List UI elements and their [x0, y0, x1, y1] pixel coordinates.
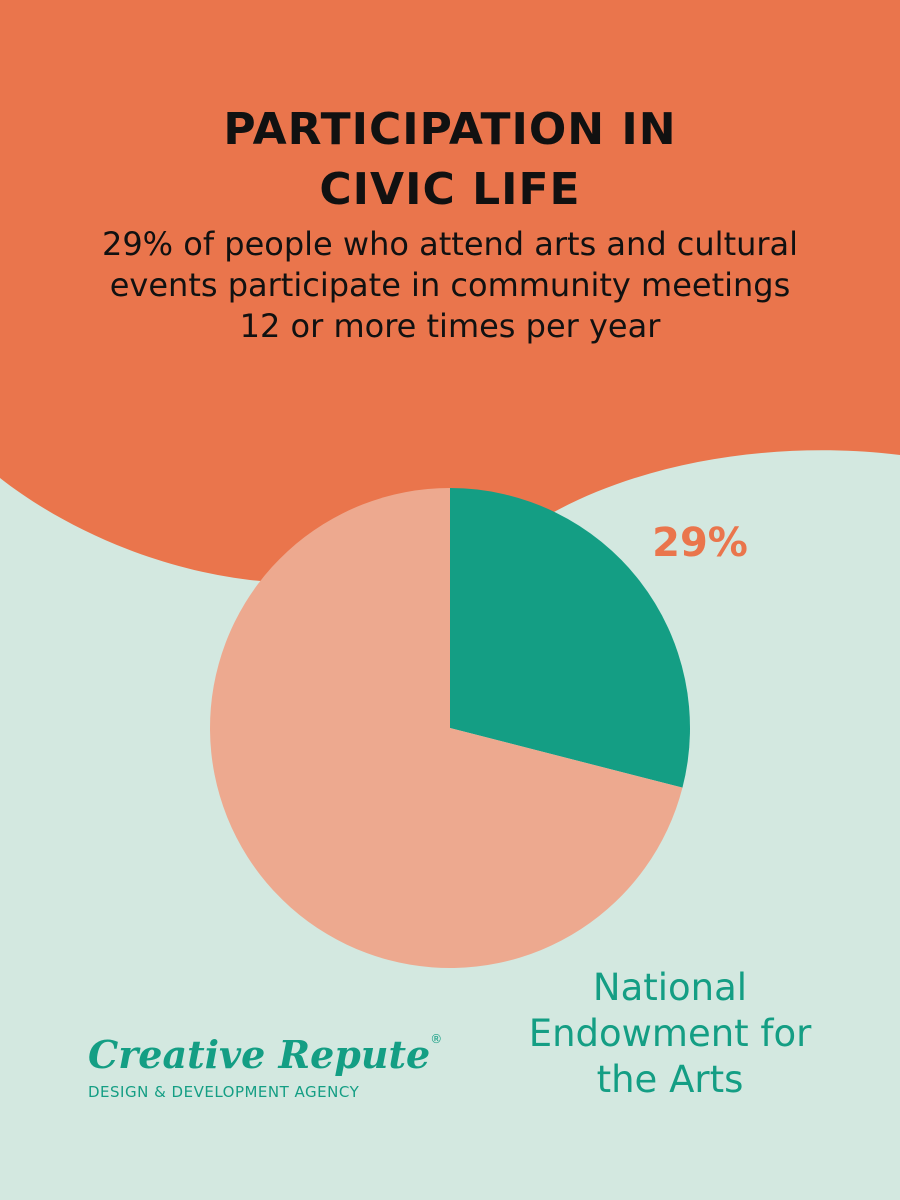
- chart-subtitle: 29% of people who attend arts and cultur…: [101, 225, 799, 345]
- background-wave: [0, 0, 900, 583]
- logo-tagline: DESIGN & DEVELOPMENT AGENCY: [88, 1083, 360, 1101]
- pie: [210, 488, 690, 969]
- chart-title: PARTICIPATION IN CIVIC LIFE: [223, 104, 677, 215]
- pie-slice: [450, 488, 690, 788]
- source: National Endowment for the Arts: [528, 966, 812, 1101]
- value-label: 29%: [652, 520, 748, 566]
- logo-mark: ®: [430, 1032, 443, 1046]
- pie-slice: [210, 488, 683, 969]
- logo-name: Creative Repute: [88, 1032, 431, 1077]
- logo: Creative Repute® DESIGN & DEVELOPMENT AG…: [88, 1032, 442, 1101]
